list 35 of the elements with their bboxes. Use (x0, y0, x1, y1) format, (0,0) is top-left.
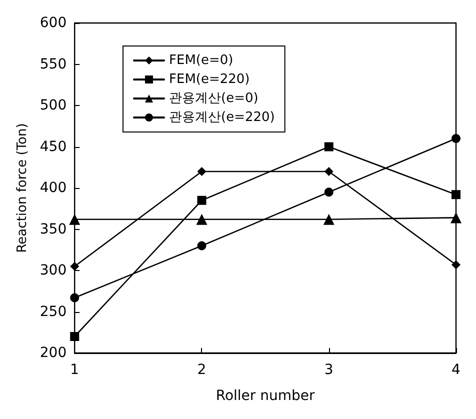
x-axis-title: Roller number (216, 388, 316, 404)
y-tick-label: 400 (40, 180, 67, 196)
point (197, 196, 206, 205)
point (324, 167, 334, 176)
legend-label: FEM(e=0) (169, 53, 234, 68)
y-tick-label: 500 (40, 98, 67, 114)
point (196, 214, 208, 225)
point (324, 142, 334, 152)
y-tick-label: 600 (40, 15, 67, 31)
x-tick-label: 1 (70, 362, 80, 378)
legend-label: 관용계산(e=220) (169, 110, 275, 125)
point (452, 260, 460, 270)
x-tick-label: 4 (452, 362, 461, 378)
point (197, 241, 206, 250)
legend-label: FEM(e=220) (169, 72, 250, 87)
point (70, 332, 80, 341)
legend-label: 관용계산(e=0) (169, 91, 258, 106)
y-tick-label: 450 (40, 138, 67, 155)
x-tick-label: 3 (324, 362, 334, 378)
y-tick-label: 300 (40, 262, 67, 278)
point (69, 214, 80, 225)
y-tick-label: 550 (40, 56, 67, 72)
y-axis-title: Reaction force (Ton) (15, 123, 30, 253)
point (323, 214, 334, 225)
x-tick-label: 2 (197, 362, 206, 378)
point (324, 188, 334, 197)
point (197, 167, 206, 176)
point (70, 262, 80, 271)
point (450, 212, 462, 224)
point (452, 134, 460, 143)
y-tick-label: 350 (40, 221, 67, 238)
point (452, 190, 460, 200)
point (70, 293, 80, 302)
y-tick-label: 250 (40, 304, 67, 320)
y-tick-label: 200 (40, 345, 67, 361)
